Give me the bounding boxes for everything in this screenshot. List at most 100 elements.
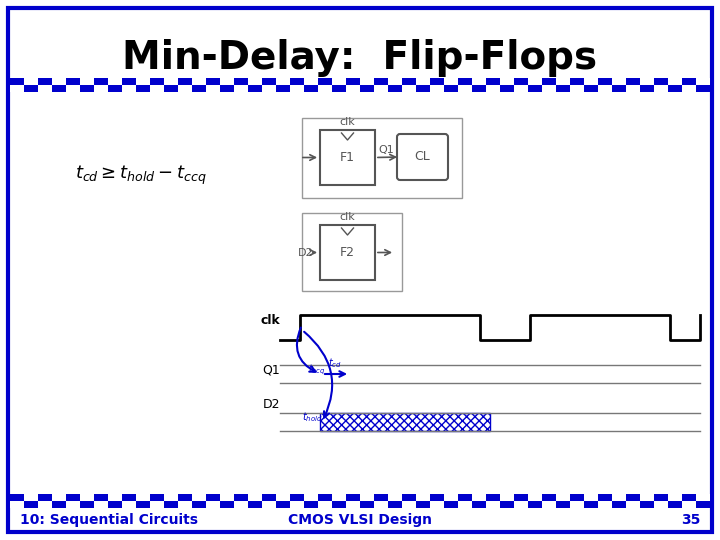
Text: CL: CL [415,151,431,164]
Bar [486,501,500,508]
Bar [248,85,262,92]
Bar [234,78,248,85]
Bar [304,494,318,501]
Bar [640,494,654,501]
Bar [556,85,570,92]
Bar [486,85,500,92]
Bar [262,494,276,501]
Bar [220,494,234,501]
Bar [668,501,682,508]
Bar [542,501,556,508]
Bar [136,501,150,508]
Bar [276,85,290,92]
Bar [402,78,416,85]
Bar [444,501,458,508]
Bar [262,78,276,85]
Bar [556,78,570,85]
Text: 35: 35 [680,513,700,527]
Bar [612,78,626,85]
Bar [654,85,668,92]
Bar [542,85,556,92]
Bar [150,78,164,85]
Bar [668,85,682,92]
Text: $t_{cd}$: $t_{cd}$ [328,356,342,370]
Bar [150,501,164,508]
Bar [500,78,514,85]
Bar [220,501,234,508]
Text: Min-Delay:  Flip-Flops: Min-Delay: Flip-Flops [122,39,598,77]
Bar [374,78,388,85]
Bar [416,501,430,508]
Text: D2: D2 [298,247,314,258]
Bar [304,501,318,508]
Bar [318,494,332,501]
Text: clk: clk [340,212,356,222]
Text: 10: Sequential Circuits: 10: Sequential Circuits [20,513,198,527]
Bar [24,494,38,501]
Bar [360,494,374,501]
Bar [108,494,122,501]
Bar [668,494,682,501]
Text: Q1: Q1 [262,363,280,376]
Bar [108,85,122,92]
Bar [612,501,626,508]
Bar [542,78,556,85]
Bar [192,78,206,85]
Bar [234,85,248,92]
Bar [178,85,192,92]
Text: clk: clk [260,314,280,327]
Bar [696,85,710,92]
Bar [24,78,38,85]
Bar [472,85,486,92]
Bar [626,78,640,85]
Bar [682,494,696,501]
Bar [626,85,640,92]
Bar [654,78,668,85]
Bar [458,78,472,85]
Bar [640,78,654,85]
Bar [500,494,514,501]
Bar [388,494,402,501]
FancyBboxPatch shape [397,134,448,180]
Bar [584,78,598,85]
Bar [94,85,108,92]
Bar [10,78,24,85]
Bar [10,85,24,92]
Bar [584,501,598,508]
Bar [682,78,696,85]
Bar [178,494,192,501]
Bar [584,494,598,501]
Bar [192,494,206,501]
Bar [276,78,290,85]
Bar [388,78,402,85]
Text: $t_{ccq}$: $t_{ccq}$ [308,363,325,377]
Bar [528,85,542,92]
Bar [192,501,206,508]
Bar [514,85,528,92]
Bar [374,501,388,508]
Bar [696,78,710,85]
Bar [374,494,388,501]
Bar [332,78,346,85]
Bar [80,494,94,501]
Bar [682,85,696,92]
Text: $t_{hold}$: $t_{hold}$ [302,410,323,424]
Bar [108,78,122,85]
Bar [80,501,94,508]
Bar [318,501,332,508]
Bar [66,85,80,92]
Bar [304,85,318,92]
Text: $t_{cd} \geq t_{hold} - t_{ccq}$: $t_{cd} \geq t_{hold} - t_{ccq}$ [75,164,207,187]
Bar [374,85,388,92]
Bar [164,85,178,92]
Bar [388,85,402,92]
Bar [640,501,654,508]
Bar [500,501,514,508]
Bar [528,78,542,85]
Bar [570,494,584,501]
Bar [290,78,304,85]
Bar [346,501,360,508]
Bar [302,213,402,291]
Bar [248,501,262,508]
Bar [66,494,80,501]
